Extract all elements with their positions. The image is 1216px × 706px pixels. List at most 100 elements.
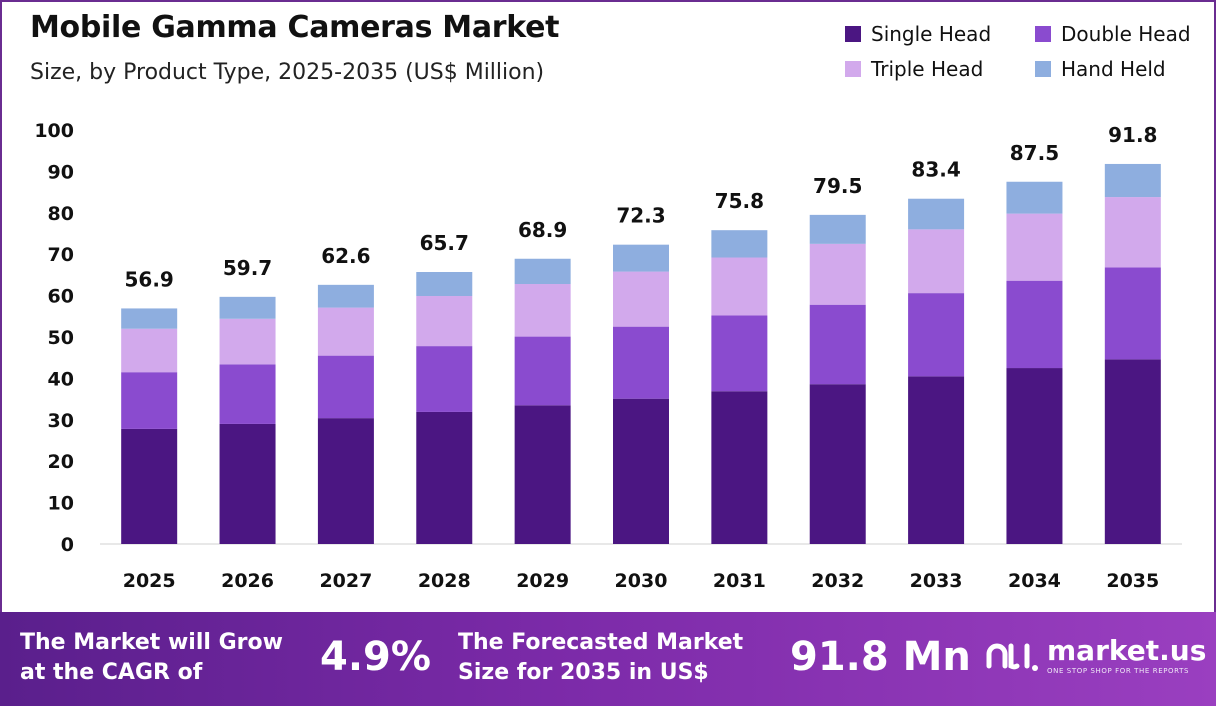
bar-segment-double-head (908, 293, 965, 377)
bar-segment-hand-held (613, 244, 669, 272)
legend-label-hand-held: Hand Held (1061, 57, 1166, 81)
bar-segment-double-head (416, 346, 473, 412)
y-tick-label: 100 (34, 120, 74, 142)
y-tick-label: 70 (48, 244, 74, 266)
y-tick-label: 90 (48, 161, 74, 183)
bar-segment-single-head (416, 411, 473, 544)
bar-total-label: 65.7 (420, 231, 469, 255)
y-tick-label: 0 (61, 534, 74, 556)
legend-swatch-triple-head (845, 61, 861, 77)
bar-segment-single-head (613, 398, 669, 544)
y-tick-label: 80 (48, 203, 74, 225)
bar-segment-triple-head (416, 296, 473, 347)
x-tick-label: 2033 (910, 570, 963, 592)
legend-swatch-single-head (845, 26, 861, 42)
y-tick-label: 30 (48, 410, 74, 432)
bar-segment-single-head (514, 405, 571, 544)
y-tick-label: 40 (48, 368, 74, 390)
bar-total-label: 56.9 (125, 267, 174, 291)
bar-segment-double-head (711, 315, 768, 392)
y-tick-label: 10 (48, 493, 74, 515)
bar-segment-hand-held (711, 230, 768, 258)
footer-banner: The Market will Grow at the CAGR of 4.9%… (0, 612, 1216, 706)
legend: Single Head Double Head Triple Head Hand… (845, 22, 1215, 92)
bar-segment-double-head (219, 364, 276, 424)
chart-subtitle: Size, by Product Type, 2025-2035 (US$ Mi… (30, 60, 545, 85)
y-tick-label: 50 (48, 327, 74, 349)
bar-total-label: 83.4 (911, 158, 960, 182)
bar-segment-single-head (711, 391, 768, 544)
bar-segment-hand-held (121, 308, 178, 329)
legend-label-double-head: Double Head (1061, 22, 1191, 46)
bar-segment-double-head (1104, 267, 1161, 360)
cagr-label-line1: The Market will Grow (20, 630, 283, 655)
bar-segment-triple-head (613, 271, 669, 327)
cagr-value: 4.9% (320, 634, 431, 680)
x-tick-label: 2029 (516, 570, 569, 592)
x-tick-label: 2027 (319, 570, 372, 592)
bar-segment-triple-head (219, 318, 276, 365)
x-tick-label: 2026 (221, 570, 274, 592)
legend-swatch-hand-held (1035, 61, 1051, 77)
bar-segment-double-head (809, 304, 866, 385)
forecast-value: 91.8 Mn (790, 634, 971, 680)
bar-segment-single-head (219, 423, 276, 544)
legend-item-double-head: Double Head (1035, 22, 1191, 46)
bar-total-label: 62.6 (321, 244, 370, 268)
bar-total-label: 79.5 (813, 174, 862, 198)
forecast-label: The Forecasted Market Size for 2035 in U… (458, 628, 743, 688)
bar-segment-double-head (1006, 280, 1063, 369)
chart-title: Mobile Gamma Cameras Market (30, 10, 560, 45)
brand-tagline: ONE STOP SHOP FOR THE REPORTS (1047, 667, 1190, 675)
bar-segment-double-head (514, 336, 571, 406)
cagr-label-line2: at the CAGR of (20, 660, 203, 685)
bar-segment-triple-head (1104, 197, 1161, 268)
bar-segment-single-head (809, 384, 866, 544)
bar-segment-triple-head (711, 257, 768, 316)
bar-segment-single-head (1104, 359, 1161, 544)
x-tick-label: 2035 (1106, 570, 1159, 592)
forecast-label-line1: The Forecasted Market (458, 630, 744, 655)
legend-swatch-double-head (1035, 26, 1051, 42)
x-tick-label: 2025 (123, 570, 176, 592)
bar-segment-single-head (908, 376, 965, 544)
bar-segment-single-head (121, 428, 178, 544)
bar-segment-triple-head (908, 229, 965, 294)
bar-segment-triple-head (809, 243, 866, 305)
stacked-bar-chart: 010203040506070809010056.9202559.7202662… (34, 120, 1182, 592)
y-tick-label: 60 (48, 286, 74, 308)
bar-segment-hand-held (908, 198, 965, 230)
bar-segment-double-head (121, 372, 178, 429)
bar-segment-triple-head (121, 328, 178, 373)
bar-segment-triple-head (317, 307, 374, 356)
x-tick-label: 2028 (418, 570, 471, 592)
x-tick-label: 2030 (615, 570, 668, 592)
x-tick-label: 2031 (713, 570, 766, 592)
legend-label-single-head: Single Head (871, 22, 992, 46)
bar-segment-hand-held (219, 296, 276, 319)
x-tick-label: 2034 (1008, 570, 1061, 592)
legend-item-triple-head: Triple Head (845, 57, 983, 81)
bar-segment-hand-held (809, 214, 866, 244)
bar-segment-triple-head (1006, 213, 1063, 281)
bar-total-label: 87.5 (1010, 141, 1059, 165)
bar-segment-hand-held (514, 258, 571, 285)
bar-segment-hand-held (1006, 181, 1063, 214)
bar-segment-triple-head (514, 284, 571, 337)
bar-segment-hand-held (416, 272, 473, 297)
bar-segment-single-head (317, 418, 374, 544)
bar-total-label: 91.8 (1108, 123, 1157, 147)
forecast-label-line2: Size for 2035 in US$ (458, 660, 709, 685)
bar-segment-hand-held (317, 284, 374, 308)
bar-segment-double-head (613, 326, 669, 399)
legend-item-single-head: Single Head (845, 22, 991, 46)
x-tick-label: 2032 (811, 570, 864, 592)
legend-item-hand-held: Hand Held (1035, 57, 1166, 81)
legend-label-triple-head: Triple Head (871, 57, 984, 81)
brand-name: market.us (1047, 634, 1207, 667)
bar-segment-double-head (317, 355, 374, 419)
bar-total-label: 68.9 (518, 218, 567, 242)
bar-segment-single-head (1006, 368, 1063, 544)
cagr-label: The Market will Grow at the CAGR of (20, 628, 283, 688)
